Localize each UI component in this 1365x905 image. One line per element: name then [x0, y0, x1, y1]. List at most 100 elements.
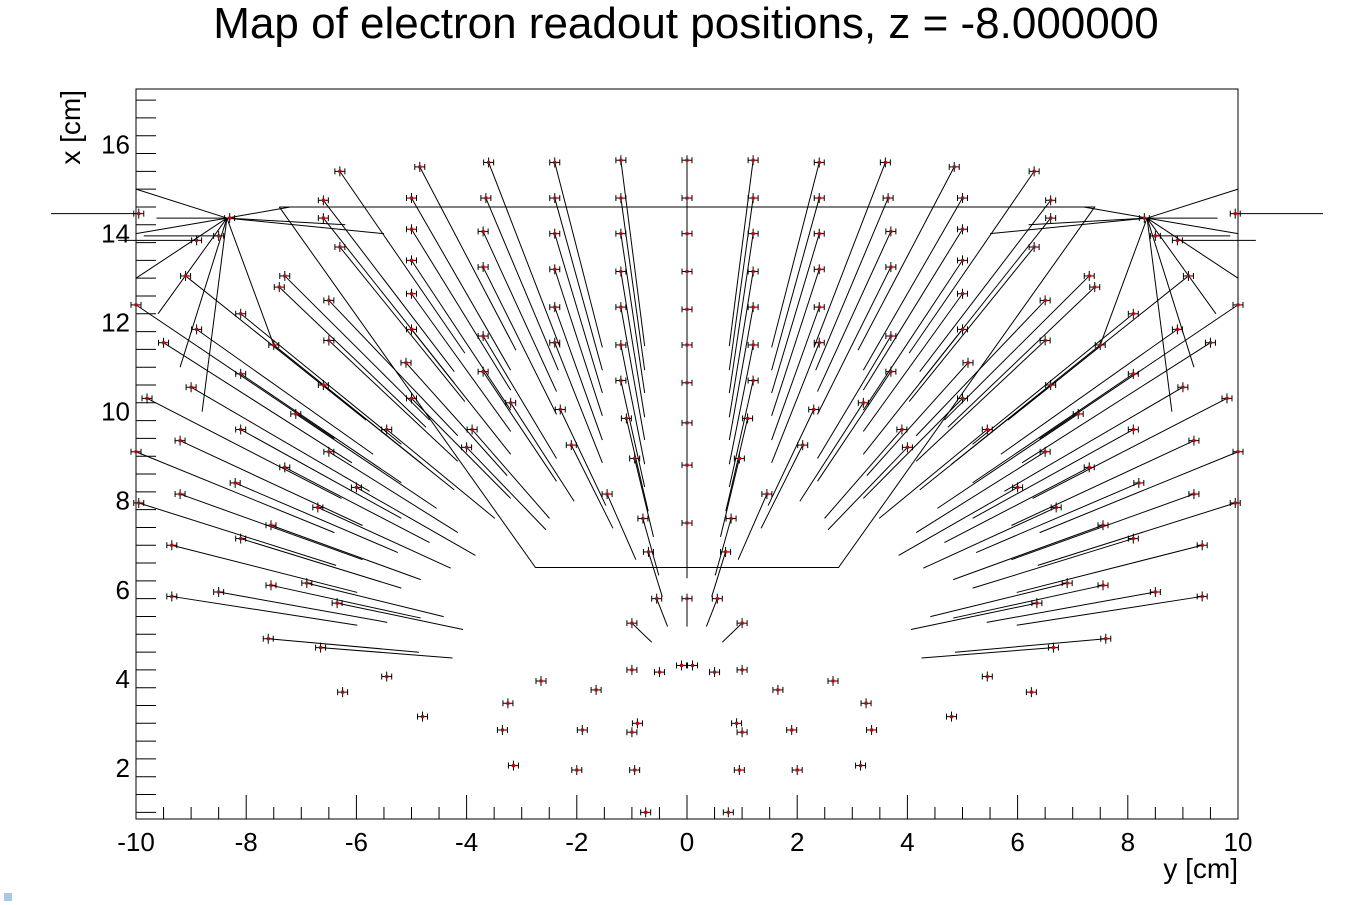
point-marker	[1035, 601, 1039, 605]
readout-point	[279, 462, 291, 473]
drift-line	[510, 402, 575, 502]
point-marker	[418, 165, 422, 169]
readout-point	[885, 226, 897, 237]
point-marker	[735, 721, 739, 725]
drift-line	[1016, 544, 1203, 593]
drift-line	[1011, 440, 1195, 526]
drift-line	[656, 598, 669, 627]
point-marker	[410, 292, 413, 296]
point-marker	[178, 439, 182, 443]
drift-line	[862, 293, 963, 432]
drift-line	[824, 429, 903, 519]
readout-point	[772, 684, 784, 695]
readout-point	[882, 193, 894, 204]
readout-point	[576, 724, 588, 735]
point-marker	[715, 597, 719, 601]
point-marker	[685, 196, 689, 200]
point-marker	[233, 481, 237, 485]
readout-point	[813, 337, 825, 348]
readout-point	[1232, 446, 1244, 457]
readout-point	[615, 375, 627, 386]
point-marker	[569, 443, 573, 447]
drift-line	[947, 286, 1096, 428]
drift-line	[135, 304, 335, 440]
readout-point	[957, 193, 968, 204]
readout-point	[414, 161, 426, 172]
drift-line	[714, 518, 732, 576]
readout-point	[417, 711, 429, 722]
readout-point	[141, 393, 153, 404]
point-marker	[751, 232, 755, 236]
readout-point	[1229, 497, 1241, 508]
drift-line	[620, 380, 646, 488]
point-marker	[1208, 341, 1212, 345]
readout-point	[615, 193, 627, 204]
point-marker	[685, 597, 689, 601]
point-marker	[985, 428, 989, 432]
point-marker	[1175, 327, 1179, 331]
point-marker	[1043, 298, 1047, 302]
drift-line	[482, 266, 557, 415]
corner-indicator	[4, 893, 12, 901]
point-marker	[1200, 543, 1204, 547]
readout-point	[1031, 598, 1043, 609]
readout-point	[615, 339, 627, 350]
readout-point	[747, 375, 759, 386]
readout-point	[1045, 380, 1057, 391]
readout-markers	[130, 155, 1244, 818]
point-marker	[294, 412, 298, 416]
readout-point	[158, 337, 170, 348]
point-marker	[817, 232, 821, 236]
point-marker	[685, 158, 689, 162]
point-marker	[511, 764, 515, 768]
point-marker	[646, 550, 650, 554]
focal-line	[226, 206, 291, 219]
drift-line	[218, 591, 388, 623]
focal-line	[1146, 217, 1217, 315]
readout-point	[235, 308, 247, 319]
drift-lines	[51, 160, 1323, 659]
y-tick-label: 10	[101, 397, 130, 427]
readout-point	[323, 335, 335, 346]
point-marker	[635, 721, 639, 725]
readout-point	[615, 266, 627, 277]
point-marker	[217, 234, 221, 238]
readout-point	[1045, 195, 1057, 206]
readout-point	[174, 489, 186, 500]
drift-line	[240, 373, 402, 484]
drift-line	[728, 160, 754, 347]
point-marker	[740, 668, 744, 672]
point-marker	[1175, 238, 1179, 242]
readout-point	[235, 368, 247, 379]
point-marker	[624, 416, 628, 420]
readout-point	[406, 193, 417, 204]
readout-point	[957, 288, 968, 299]
point-marker	[305, 581, 309, 585]
drift-line	[554, 233, 603, 394]
point-marker	[539, 679, 543, 683]
drift-line	[270, 584, 421, 619]
readout-point	[747, 155, 759, 166]
readout-point	[1089, 282, 1101, 293]
x-tick-label: -6	[345, 827, 368, 857]
point-marker	[817, 341, 821, 345]
drift-line	[322, 199, 455, 372]
drift-line	[1016, 595, 1203, 626]
readout-point	[681, 460, 693, 471]
drift-line	[234, 482, 399, 554]
focal-line	[1146, 217, 1239, 279]
drift-line	[306, 582, 444, 618]
readout-point	[185, 382, 197, 393]
drift-line	[921, 647, 1054, 659]
readout-point	[642, 546, 654, 557]
point-marker	[553, 160, 557, 164]
chart-title: Map of electron readout positions, z = -…	[213, 0, 1158, 48]
readout-point	[466, 424, 478, 435]
point-marker	[553, 267, 557, 271]
readout-point	[615, 155, 627, 166]
drift-line	[135, 451, 335, 534]
drift-line	[771, 197, 820, 371]
point-marker	[283, 274, 287, 278]
point-marker	[619, 343, 623, 347]
readout-point	[480, 193, 492, 204]
